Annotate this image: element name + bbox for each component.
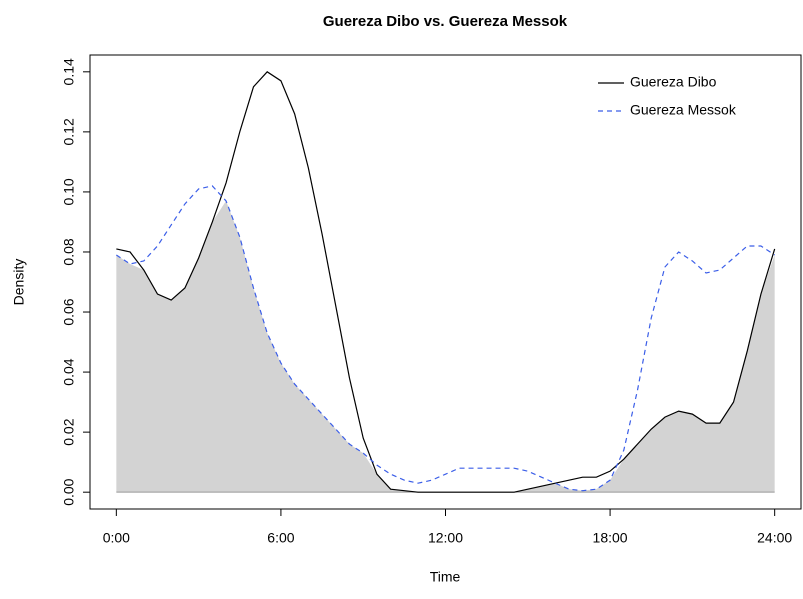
- density-line: [116, 185, 775, 492]
- y-tick-label: 0.04: [61, 358, 77, 385]
- y-tick-label: 0.14: [61, 58, 77, 85]
- x-tick-label: 6:00: [267, 530, 294, 546]
- y-tick-label: 0.06: [61, 298, 77, 325]
- y-axis-label: Density: [11, 259, 27, 306]
- x-axis-label: Time: [430, 569, 461, 585]
- y-tick-label: 0.02: [61, 418, 77, 445]
- x-tick-label: 24:00: [757, 530, 792, 546]
- chart-title: Guereza Dibo vs. Guereza Messok: [323, 13, 568, 30]
- x-tick-label: 18:00: [593, 530, 628, 546]
- y-tick-label: 0.00: [61, 478, 77, 505]
- overlap-area: [116, 200, 775, 493]
- y-tick-label: 0.08: [61, 238, 77, 265]
- x-tick-label: 12:00: [428, 530, 463, 546]
- density-line: [116, 71, 776, 493]
- y-tick-label: 0.12: [61, 118, 77, 145]
- y-tick-label: 0.10: [61, 178, 77, 205]
- legend-label: Guereza Dibo: [630, 74, 717, 90]
- legend-label: Guereza Messok: [630, 102, 737, 118]
- x-tick-label: 0:00: [103, 530, 130, 546]
